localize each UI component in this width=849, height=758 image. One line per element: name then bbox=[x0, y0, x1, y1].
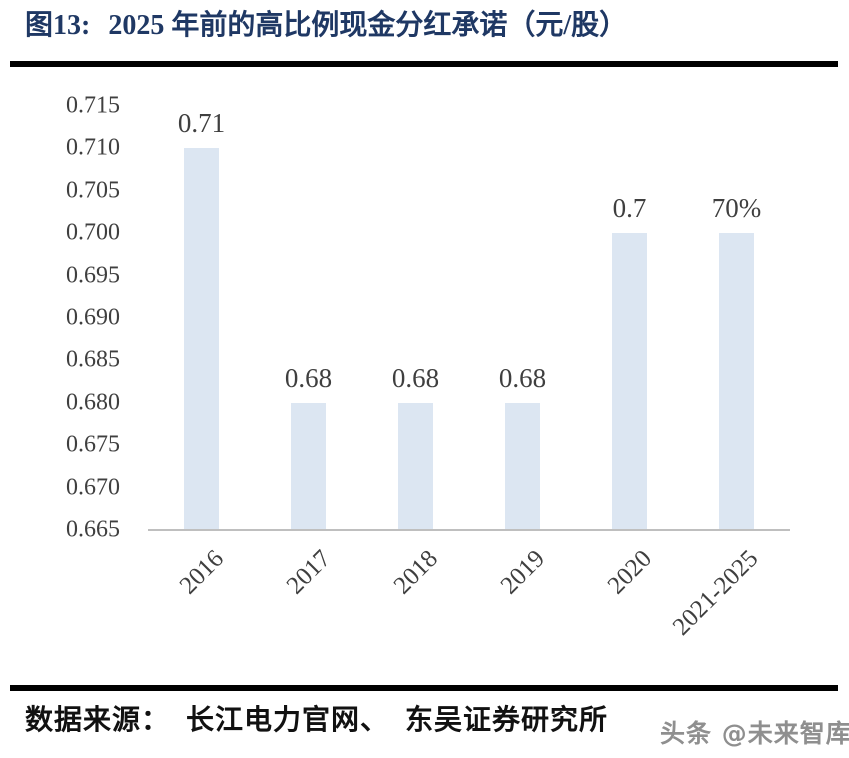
bar bbox=[398, 402, 433, 530]
figure-number-label: 图13: bbox=[25, 10, 91, 41]
y-tick-label: 0.680 bbox=[66, 389, 120, 416]
figure-title-text: 2025 年前的高比例现金分红承诺（元/股） bbox=[108, 10, 628, 41]
figure-title: 图13: 2025 年前的高比例现金分红承诺（元/股） bbox=[25, 6, 627, 46]
bar bbox=[184, 148, 219, 530]
bar-value-label: 0.68 bbox=[391, 362, 440, 393]
bar-slot: 70% bbox=[683, 106, 790, 530]
bar-slot: 0.71 bbox=[148, 106, 255, 530]
x-tick-label: 2016 bbox=[174, 545, 229, 600]
bar bbox=[505, 402, 540, 530]
x-tick-label: 2020 bbox=[602, 545, 657, 600]
bar-value-label: 0.7 bbox=[612, 193, 647, 224]
y-tick-label: 0.685 bbox=[66, 346, 120, 373]
y-tick-label: 0.690 bbox=[66, 304, 120, 331]
bar-slot: 0.7 bbox=[576, 106, 683, 530]
plot-area: 0.71 0.68 0.68 0.68 0.7 70% bbox=[148, 106, 790, 530]
y-tick-label: 0.715 bbox=[66, 92, 120, 119]
bar bbox=[719, 233, 754, 530]
x-tick-label: 2017 bbox=[281, 545, 336, 600]
bar-value-label: 0.71 bbox=[177, 108, 226, 139]
y-tick-label: 0.705 bbox=[66, 177, 120, 204]
watermark-text: 头条 @未来智库 bbox=[660, 719, 849, 748]
bar bbox=[612, 233, 647, 530]
y-tick-label: 0.695 bbox=[66, 262, 120, 289]
bottom-divider bbox=[10, 685, 838, 691]
y-tick-label: 0.710 bbox=[66, 134, 120, 161]
y-axis: 0.715 0.710 0.705 0.700 0.695 0.690 0.685 0.680… bbox=[28, 93, 120, 543]
top-divider bbox=[10, 61, 838, 67]
y-tick-label: 0.700 bbox=[66, 219, 120, 246]
x-tick-label: 2018 bbox=[388, 545, 443, 600]
bar-value-label: 70% bbox=[711, 193, 762, 224]
x-tick-label: 2019 bbox=[495, 545, 550, 600]
bar-value-label: 0.68 bbox=[498, 362, 547, 393]
bar-slot: 0.68 bbox=[362, 106, 469, 530]
y-tick-label: 0.670 bbox=[66, 474, 120, 501]
bar-slot: 0.68 bbox=[255, 106, 362, 530]
bar-value-label: 0.68 bbox=[284, 362, 333, 393]
x-axis-labels: 2016 2017 2018 2019 2020 2021-2025 bbox=[148, 541, 790, 671]
y-tick-label: 0.665 bbox=[66, 516, 120, 543]
bar-slot: 0.68 bbox=[469, 106, 576, 530]
y-tick-label: 0.675 bbox=[66, 431, 120, 458]
x-tick-label: 2021-2025 bbox=[667, 545, 764, 641]
x-axis-line bbox=[148, 529, 790, 531]
data-source-text: 数据来源： 长江电力官网、 东吴证券研究所 bbox=[25, 705, 609, 736]
bar bbox=[291, 402, 326, 530]
